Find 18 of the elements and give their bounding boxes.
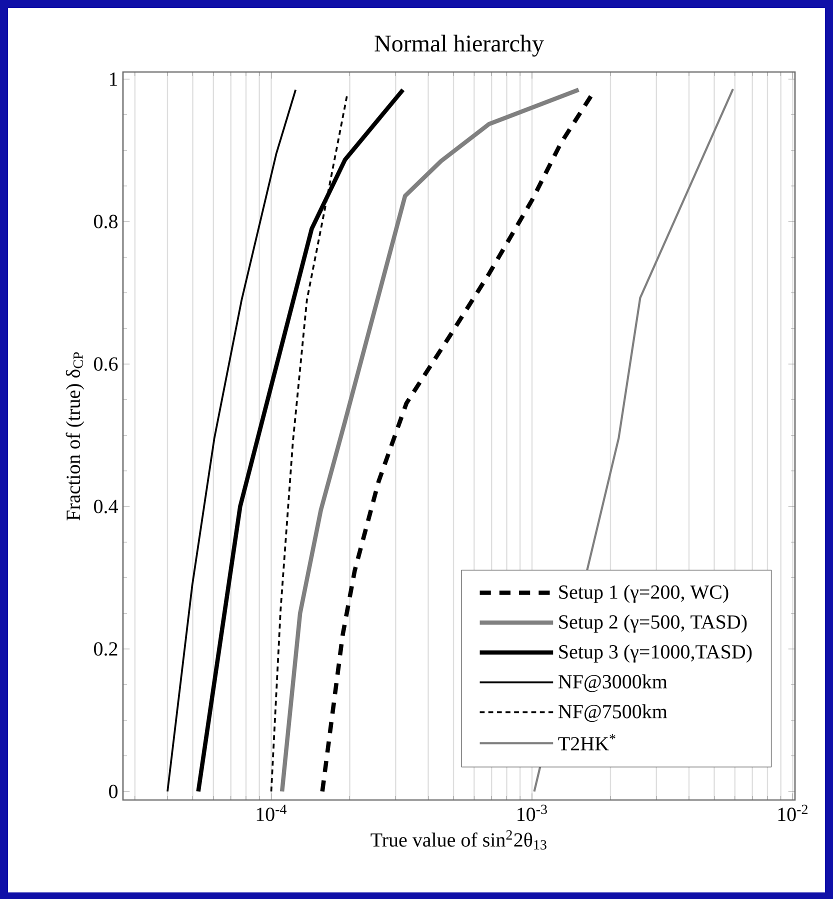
chart-title: Normal hierarchy <box>374 34 544 57</box>
y-axis-title: Fraction of (true) δ$_{CP}$ <box>66 352 84 520</box>
legend-label: T2HK$^{*}$ <box>558 734 616 750</box>
legend-label: Setup 2 (γ=500, TASD) <box>559 614 747 633</box>
legend-label: Setup 3 (γ=1000,TASD) <box>559 644 752 663</box>
y-tick-label: 0 <box>109 784 118 798</box>
x-tick-label: 10$^{-2}$ <box>778 804 808 822</box>
x-tick-label: 10$^{-3}$ <box>518 804 547 822</box>
legend-label: NF@3000km <box>558 674 668 692</box>
y-tick-label: 0.4 <box>94 500 118 514</box>
x-tick-label: 10$^{-4}$ <box>256 804 287 822</box>
legend-label: Setup 1 (γ=200, WC) <box>559 584 728 603</box>
x-axis-title: True value of sin$^{2}$2θ$_{13}$ <box>370 830 546 850</box>
y-tick-label: 0.6 <box>94 357 118 371</box>
y-tick-label: 0.8 <box>94 214 118 228</box>
y-tick-label: 0.2 <box>94 642 118 656</box>
y-tick-label: 1 <box>110 72 118 86</box>
legend-label: NF@7500km <box>558 704 668 722</box>
